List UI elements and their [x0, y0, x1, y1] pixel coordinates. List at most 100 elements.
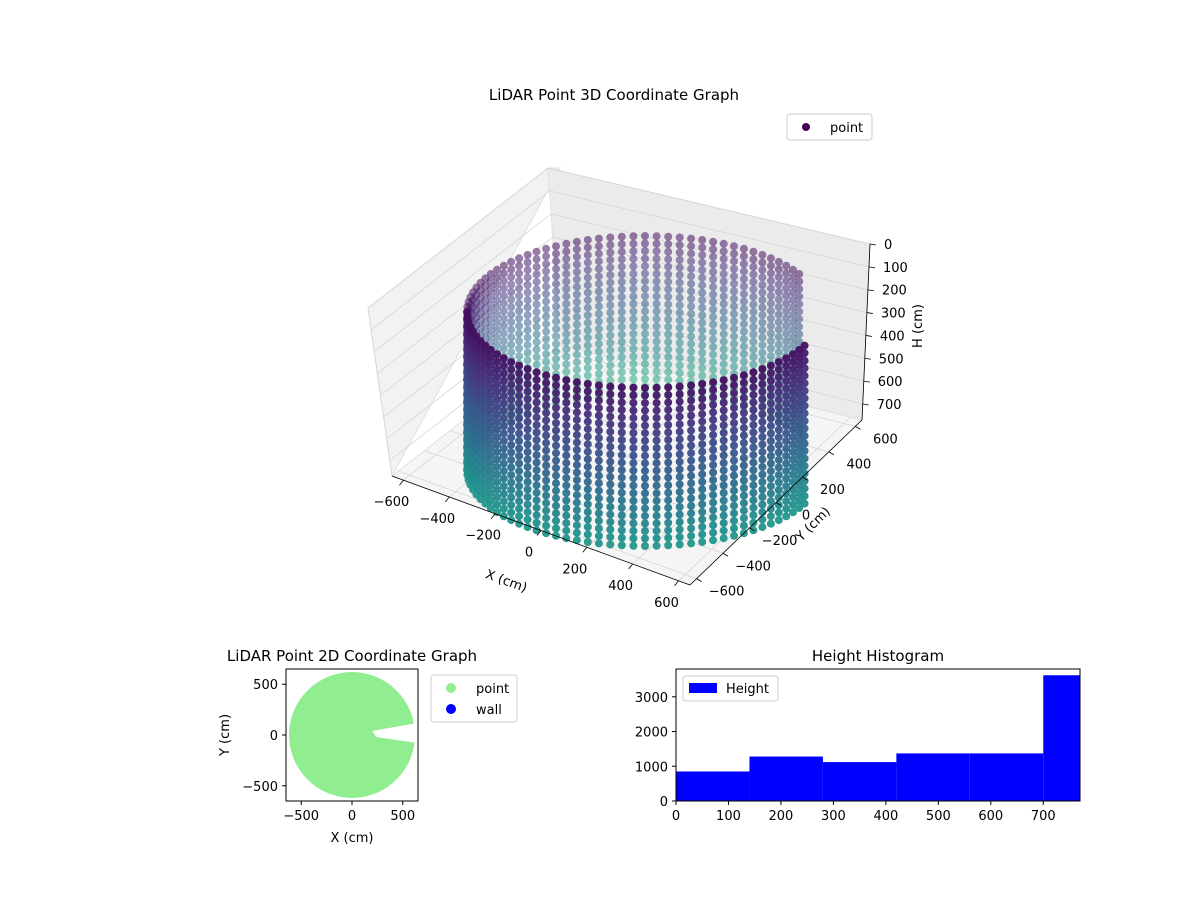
point-marker-3d — [758, 356, 767, 365]
point-marker-3d — [652, 526, 661, 535]
point-marker-3d — [664, 285, 673, 294]
point-marker-3d — [493, 280, 501, 289]
point-marker-3d — [758, 250, 767, 259]
point-marker-3d — [499, 422, 508, 430]
point-marker-3d — [552, 471, 560, 480]
point-marker-3d — [782, 414, 791, 423]
point-marker-3d — [572, 483, 581, 492]
point-marker-3d — [652, 413, 661, 422]
point-marker-3d — [758, 365, 767, 374]
point-marker-3d — [664, 307, 673, 316]
point-marker-3d — [515, 352, 524, 361]
point-marker-3d — [795, 496, 804, 505]
point-marker-3d — [709, 335, 718, 344]
point-marker-3d — [687, 287, 696, 296]
point-marker-3d — [719, 474, 728, 482]
axes-2d-ticks: −500 0 500 500 0 −500 — [242, 678, 415, 824]
y-tick-mark-3d — [855, 426, 861, 430]
point-marker-3d — [749, 405, 758, 414]
point-marker-3d — [766, 384, 775, 393]
point-marker-3d — [664, 503, 673, 512]
point-marker-3d — [572, 468, 581, 477]
point-marker-3d — [782, 284, 791, 293]
point-marker-3d — [562, 307, 571, 316]
point-marker-3d — [698, 311, 707, 320]
point-marker-3d — [652, 519, 661, 528]
point-marker-3d — [687, 294, 696, 303]
point-marker-3d — [532, 375, 541, 384]
point-marker-3d — [687, 516, 696, 525]
point-marker-3d — [617, 511, 626, 520]
point-marker-3d — [719, 443, 728, 452]
point-marker-3d — [583, 266, 592, 275]
point-marker-3d — [758, 523, 767, 532]
point-marker-3d — [552, 479, 560, 488]
point-marker-3d — [749, 421, 758, 429]
point-marker-3d — [719, 383, 728, 392]
point-marker-3d — [641, 481, 649, 490]
point-marker-3d — [617, 428, 626, 437]
point-marker-3d — [789, 440, 797, 449]
point-marker-3d — [782, 291, 791, 300]
point-marker-3d — [583, 288, 592, 297]
point-marker-3d — [698, 326, 707, 335]
point-marker-3d — [641, 352, 649, 361]
point-marker-3d — [572, 245, 581, 254]
point-marker-3d — [652, 307, 661, 316]
point-marker-3d — [583, 462, 592, 471]
point-marker-3d — [698, 447, 707, 456]
point-marker-3d — [795, 428, 804, 437]
point-marker-3d — [552, 332, 560, 341]
point-marker-3d — [730, 456, 738, 465]
point-marker-3d — [766, 269, 775, 278]
point-marker-3d — [629, 489, 638, 498]
point-marker-3d — [515, 474, 524, 483]
point-marker-3d — [562, 360, 571, 369]
point-marker-3d — [766, 284, 775, 293]
point-marker-3d — [758, 440, 767, 449]
point-marker-3d — [641, 421, 649, 430]
z-tick-mark-3d — [863, 380, 870, 383]
point-marker-3d — [698, 348, 707, 357]
point-marker-3d — [532, 481, 541, 490]
point-marker-3d — [532, 466, 541, 475]
point-marker-3d — [709, 423, 718, 432]
point-marker-3d — [562, 345, 571, 354]
point-marker-3d — [523, 250, 532, 259]
histogram-bar — [749, 756, 823, 801]
point-marker-3d — [507, 303, 516, 311]
point-marker-3d — [675, 525, 684, 534]
point-marker-3d — [594, 294, 603, 303]
point-marker-3d — [572, 423, 581, 432]
point-marker-3d — [766, 459, 775, 468]
point-marker-3d — [687, 419, 696, 427]
point-marker-3d — [749, 277, 758, 286]
point-marker-3d — [719, 315, 728, 324]
point-marker-3d — [739, 514, 748, 523]
point-marker-3d — [486, 398, 495, 407]
point-marker-3d — [749, 360, 758, 369]
point-marker-3d — [499, 284, 508, 293]
point-marker-3d — [499, 344, 508, 353]
point-marker-3d — [739, 469, 748, 477]
point-marker-3d — [493, 295, 501, 304]
point-marker-3d — [758, 318, 767, 327]
x-tick-label-3d: 200 — [562, 562, 587, 577]
point-marker-3d — [552, 272, 560, 281]
z-tick-label-3d: 700 — [877, 398, 902, 413]
point-marker-3d — [629, 232, 638, 241]
point-marker-3d — [515, 391, 524, 400]
point-marker-3d — [730, 287, 738, 296]
point-marker-3d — [572, 528, 581, 537]
point-marker-3d — [675, 442, 684, 451]
point-marker-3d — [617, 541, 626, 550]
point-marker-3d — [617, 375, 626, 384]
point-marker-3d — [532, 300, 541, 309]
point-marker-3d — [774, 516, 783, 525]
point-marker-3d — [687, 494, 696, 503]
point-marker-3d — [629, 307, 638, 316]
point-marker-3d — [739, 357, 748, 366]
point-marker-3d — [507, 365, 516, 374]
legend-3d-box — [786, 113, 873, 141]
point-marker-3d — [749, 511, 758, 520]
